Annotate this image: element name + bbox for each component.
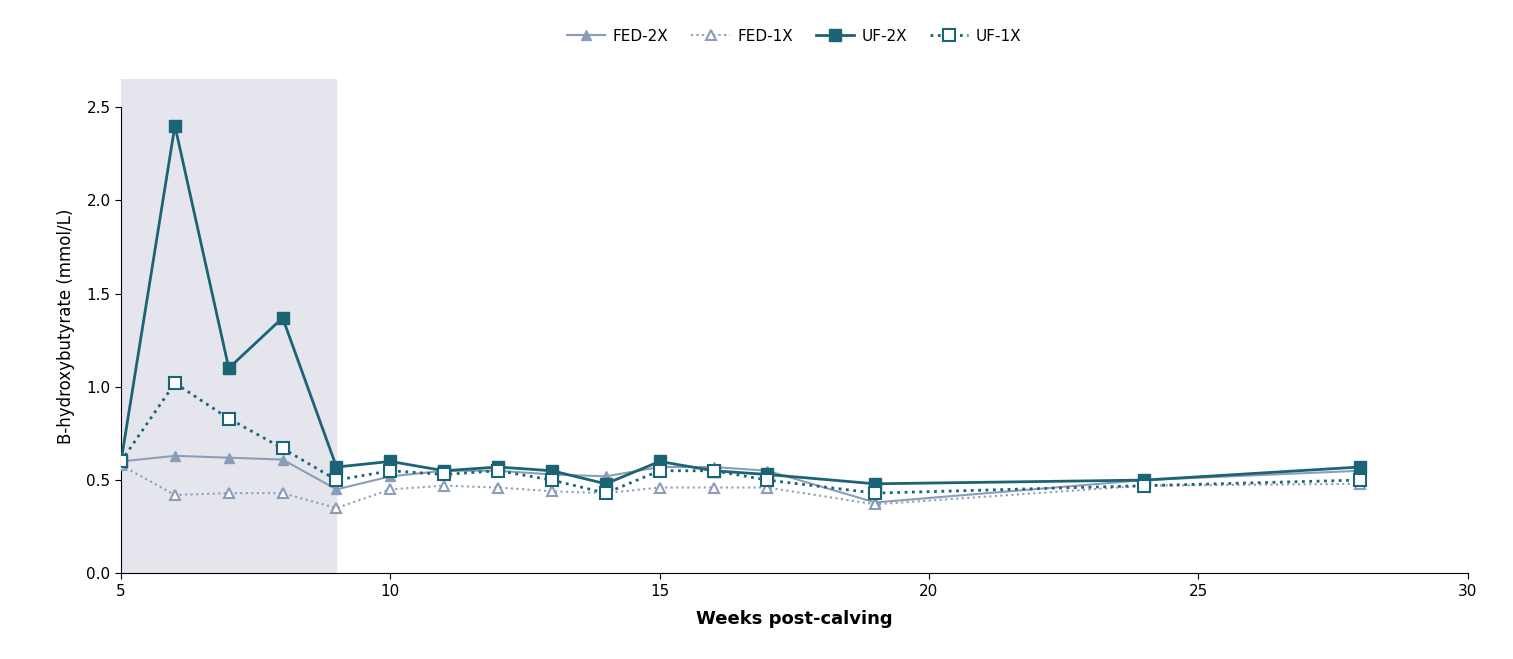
Legend: FED-2X, FED-1X, UF-2X, UF-1X: FED-2X, FED-1X, UF-2X, UF-1X <box>561 22 1027 49</box>
Bar <box>121 79 336 573</box>
X-axis label: Weeks post-calving: Weeks post-calving <box>696 610 893 628</box>
Y-axis label: B-hydroxybutyrate (mmol/L): B-hydroxybutyrate (mmol/L) <box>57 208 76 444</box>
